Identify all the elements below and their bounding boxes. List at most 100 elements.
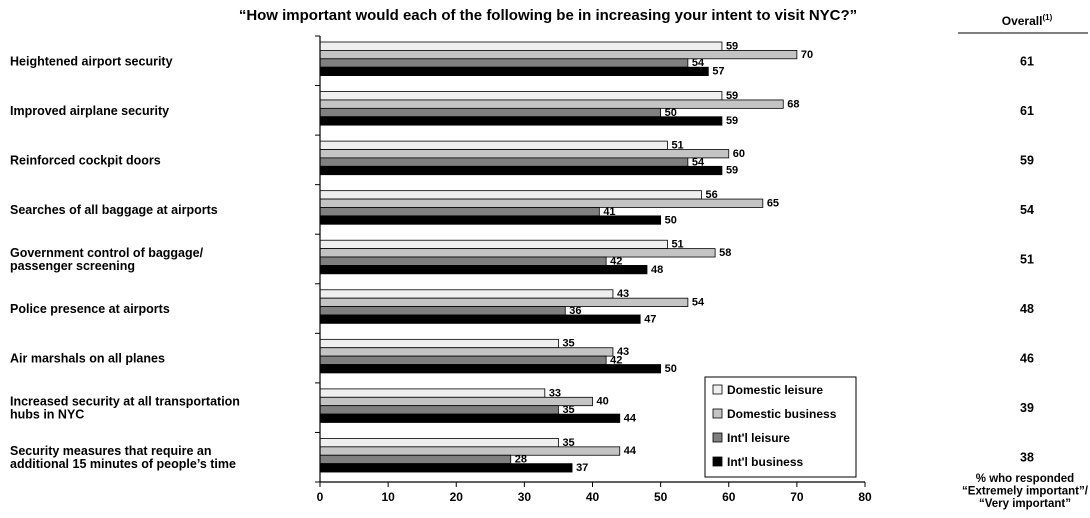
chart-title: “How important would each of the followi… bbox=[239, 7, 857, 24]
x-tick-label: 80 bbox=[858, 490, 872, 504]
bar bbox=[319, 198, 764, 208]
category-label: Air marshals on all planes bbox=[10, 352, 165, 366]
bar-value-label: 59 bbox=[726, 115, 738, 127]
bar-value-label: 33 bbox=[549, 387, 561, 399]
bar-value-label: 44 bbox=[624, 445, 637, 457]
bar bbox=[319, 140, 668, 150]
bar bbox=[319, 256, 607, 266]
bar bbox=[319, 41, 723, 51]
x-tick-label: 50 bbox=[654, 490, 668, 504]
bar-value-label: 50 bbox=[665, 363, 677, 375]
category-label: Increased security at all transportation… bbox=[10, 395, 240, 422]
bar-value-label: 59 bbox=[726, 165, 738, 177]
bar bbox=[319, 149, 730, 159]
bar bbox=[319, 239, 668, 250]
overall-value: 48 bbox=[1020, 302, 1034, 316]
category-label-line: passenger screening bbox=[10, 259, 135, 273]
bar-value-label: 57 bbox=[712, 66, 724, 78]
x-tick-label: 40 bbox=[586, 490, 600, 504]
bar bbox=[319, 99, 784, 109]
overall-values: 61 61 59 54 51 48 46 39 38 bbox=[1020, 54, 1034, 464]
bar bbox=[319, 91, 723, 101]
category-group: 51 58 42 48 bbox=[319, 239, 731, 276]
overall-value: 54 bbox=[1020, 203, 1034, 217]
x-tick-label: 70 bbox=[790, 490, 804, 504]
bar bbox=[319, 314, 641, 324]
bar-value-label: 47 bbox=[644, 313, 656, 325]
category-label: Reinforced cockpit doors bbox=[10, 153, 161, 167]
bar-value-label: 54 bbox=[692, 156, 705, 168]
category-label-line: Government control of baggage/ bbox=[10, 246, 204, 260]
bar-value-label: 48 bbox=[651, 264, 663, 276]
bar bbox=[319, 58, 689, 68]
bar-value-label: 54 bbox=[692, 297, 705, 309]
overall-header: Overall(1) bbox=[958, 13, 1088, 34]
x-axis-label-line: “Extremely important”/ bbox=[962, 486, 1089, 498]
bar bbox=[319, 347, 614, 357]
bar bbox=[319, 446, 621, 456]
category-group: 35 44 28 37 bbox=[319, 437, 637, 474]
category-label-line: Improved airplane security bbox=[10, 104, 169, 118]
bar bbox=[319, 355, 607, 365]
overall-value: 61 bbox=[1020, 54, 1034, 68]
bar bbox=[319, 116, 723, 126]
legend-label: Domestic business bbox=[727, 407, 837, 421]
legend-label: Int'l leisure bbox=[727, 431, 790, 445]
category-label-line: Heightened airport security bbox=[10, 54, 173, 68]
bar bbox=[319, 107, 662, 118]
category-group: 51 60 54 59 bbox=[319, 140, 745, 177]
category-label-line: additional 15 minutes of people’s time bbox=[10, 457, 236, 471]
overall-value: 46 bbox=[1020, 352, 1034, 366]
bar-value-label: 56 bbox=[706, 189, 718, 201]
category-label-line: hubs in NYC bbox=[10, 408, 84, 422]
bar-value-label: 51 bbox=[671, 239, 683, 251]
bar bbox=[319, 454, 512, 465]
category-label-line: Searches of all baggage at airports bbox=[10, 203, 218, 217]
legend-label: Int'l business bbox=[727, 455, 804, 469]
bar-value-label: 50 bbox=[665, 107, 677, 119]
overall-value: 39 bbox=[1020, 401, 1034, 415]
category-label: Improved airplane security bbox=[10, 104, 169, 118]
x-tick-label: 0 bbox=[317, 490, 324, 504]
overall-value: 38 bbox=[1020, 451, 1034, 465]
legend-swatch bbox=[712, 384, 723, 395]
category-label-line: Reinforced cockpit doors bbox=[10, 153, 161, 167]
bar bbox=[319, 50, 798, 60]
bar bbox=[319, 396, 593, 407]
bar-value-label: 28 bbox=[515, 454, 527, 466]
bar-value-label: 65 bbox=[767, 197, 779, 209]
bar-value-label: 60 bbox=[733, 148, 745, 160]
bar-value-label: 35 bbox=[562, 338, 574, 350]
legend-box bbox=[704, 376, 857, 478]
x-tick-label: 30 bbox=[518, 490, 532, 504]
bar bbox=[319, 215, 662, 225]
bar bbox=[319, 289, 614, 299]
bar bbox=[319, 66, 709, 76]
bar bbox=[319, 248, 716, 258]
bar bbox=[319, 157, 689, 167]
overall-footnote-marker: (1) bbox=[1042, 13, 1052, 22]
category-label-line: Increased security at all transportation bbox=[10, 395, 240, 409]
x-axis-label-line: “Very important” bbox=[979, 498, 1071, 510]
bar-value-label: 37 bbox=[576, 462, 588, 474]
bar-value-label: 36 bbox=[569, 305, 581, 317]
overall-header-text: Overall bbox=[1002, 14, 1043, 28]
category-label: Security measures that require an additio… bbox=[10, 444, 236, 471]
category-label-line: Police presence at airports bbox=[10, 302, 170, 316]
legend-swatch bbox=[712, 408, 723, 419]
category-label: Government control of baggage/passenger … bbox=[10, 246, 204, 273]
bar-value-label: 41 bbox=[603, 206, 615, 218]
legend-label: Domestic leisure bbox=[727, 383, 823, 397]
legend-swatch bbox=[712, 456, 723, 467]
bar-value-label: 35 bbox=[562, 404, 574, 416]
category-group: 43 54 36 47 bbox=[319, 288, 705, 325]
svg-text:Overall(1): Overall(1) bbox=[1002, 13, 1053, 28]
bar-value-label: 50 bbox=[665, 214, 677, 226]
bar bbox=[319, 463, 573, 473]
bar-value-label: 51 bbox=[671, 140, 683, 152]
bar bbox=[319, 265, 648, 275]
x-axis-label: % who responded “Extremely important”/“Ve… bbox=[962, 473, 1089, 510]
category-group: 59 70 54 57 bbox=[319, 40, 813, 78]
